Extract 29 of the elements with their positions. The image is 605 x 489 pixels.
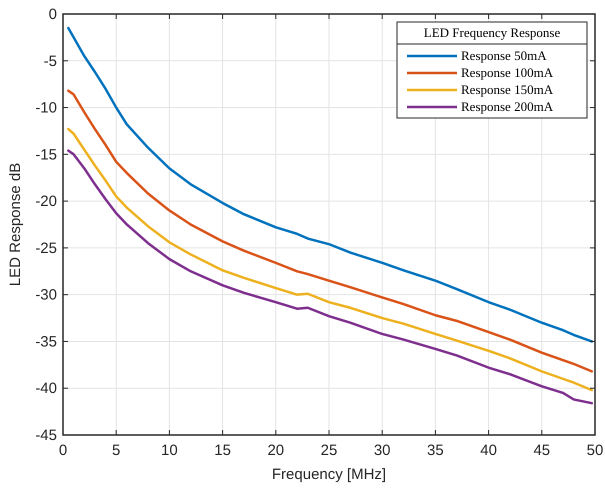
- x-tick-label: 25: [320, 442, 338, 459]
- line-series: [67, 26, 594, 343]
- legend-title: LED Frequency Response: [424, 25, 560, 40]
- y-tick-label: 0: [48, 6, 57, 23]
- x-tick-label: 15: [214, 442, 231, 459]
- x-axis-title: Frequency [MHz]: [272, 466, 386, 483]
- legend-label: Response 200mA: [461, 99, 554, 114]
- y-axis-title: LED Response dB: [7, 162, 24, 286]
- y-tick-label: -25: [35, 240, 57, 257]
- y-tick-label: -10: [35, 100, 57, 117]
- x-tick-label: 10: [161, 442, 178, 459]
- legend-label: Response 150mA: [461, 82, 554, 97]
- x-tick-label: 40: [480, 442, 497, 459]
- y-tick-label: -20: [35, 193, 57, 210]
- y-tick-label: -35: [35, 333, 57, 350]
- x-tick-label: 35: [427, 442, 444, 459]
- x-tick-label: 50: [586, 442, 604, 459]
- x-tick-label: 45: [533, 442, 550, 459]
- legend-label: Response 100mA: [461, 65, 554, 80]
- x-tick-label: 0: [58, 442, 68, 459]
- x-tick-label: 5: [112, 442, 120, 459]
- y-tick-label: -5: [44, 52, 57, 70]
- x-tick-label: 30: [374, 442, 391, 459]
- y-tick-label: -30: [35, 286, 57, 304]
- y-tick-label: -45: [35, 427, 57, 444]
- y-tick-label: -40: [35, 380, 57, 398]
- legend-label: Response 50mA: [461, 48, 548, 63]
- x-tick-label: 20: [267, 442, 284, 459]
- y-tick-label: -15: [35, 146, 57, 164]
